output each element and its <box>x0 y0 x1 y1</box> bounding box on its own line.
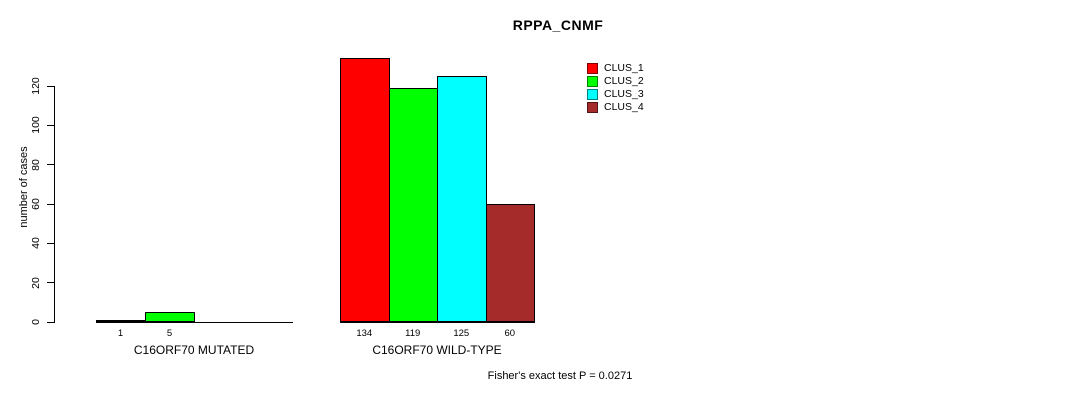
y-tick-label: 0 <box>30 319 42 325</box>
legend-label: CLUS_4 <box>604 101 644 113</box>
y-tick-label: 60 <box>30 198 42 210</box>
legend-label: CLUS_3 <box>604 88 644 100</box>
y-axis-label: number of cases <box>18 146 30 228</box>
legend-swatch-clus_4 <box>587 102 598 113</box>
y-tick-mark <box>47 124 54 126</box>
bar-clus_3-group1 <box>437 76 487 322</box>
bar-value-label: 119 <box>405 328 421 339</box>
legend-swatch-clus_3 <box>587 89 598 100</box>
y-tick-mark <box>47 242 54 244</box>
fisher-test-annotation: Fisher's exact test P = 0.0271 <box>487 370 633 382</box>
group-label-wild-type: C16ORF70 WILD-TYPE <box>372 343 502 357</box>
y-axis-line <box>54 86 55 323</box>
y-tick-label: 80 <box>30 158 42 171</box>
y-tick-mark <box>47 164 54 166</box>
y-tick-label: 40 <box>30 237 42 250</box>
bar-clus_2-group1 <box>388 88 438 322</box>
bar-value-label: 1 <box>117 328 124 339</box>
legend-item-clus_2: CLUS_2 <box>587 75 644 88</box>
y-tick-label: 120 <box>30 77 42 95</box>
legend-label: CLUS_2 <box>604 75 644 87</box>
legend-swatch-clus_2 <box>587 76 598 87</box>
y-tick-mark <box>47 85 54 87</box>
chart-title: RPPA_CNMF <box>512 17 604 33</box>
bar-value-label: 125 <box>453 328 470 339</box>
y-tick-label: 100 <box>30 116 42 135</box>
legend-item-clus_4: CLUS_4 <box>587 101 644 114</box>
bar-clus_1-group1 <box>340 58 390 322</box>
y-tick-label: 20 <box>30 276 42 289</box>
bar-value-label: 60 <box>504 328 516 339</box>
bar-clus_4-group1 <box>485 204 535 322</box>
group-label-mutated: C16ORF70 MUTATED <box>133 343 255 357</box>
group-baseline <box>96 322 293 323</box>
legend-label: CLUS_1 <box>604 62 644 74</box>
legend-item-clus_3: CLUS_3 <box>587 88 644 101</box>
legend: CLUS_1 CLUS_2 CLUS_3 CLUS_4 <box>587 62 644 114</box>
bar-clus_1-group0 <box>96 320 146 322</box>
y-tick-mark <box>47 203 54 205</box>
legend-swatch-clus_1 <box>587 63 598 74</box>
bar-clus_2-group0 <box>145 312 195 322</box>
bar-value-label: 5 <box>166 328 173 339</box>
y-tick-mark <box>47 282 54 284</box>
legend-item-clus_1: CLUS_1 <box>587 62 644 75</box>
y-tick-mark <box>47 321 54 323</box>
bar-value-label: 134 <box>356 328 373 339</box>
group-baseline <box>340 322 535 323</box>
